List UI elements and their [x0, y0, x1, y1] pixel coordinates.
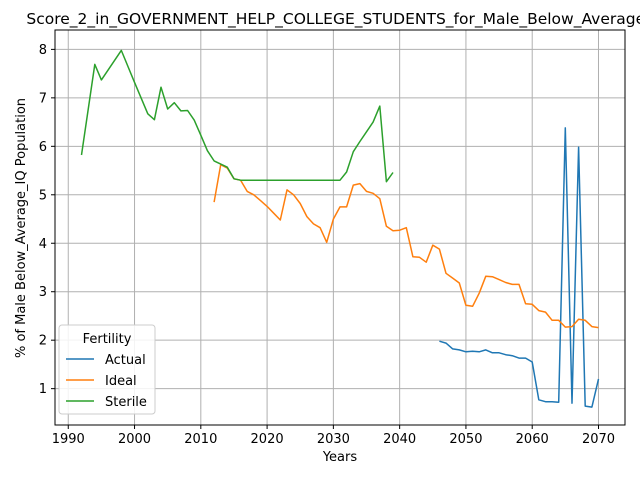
x-tick-label: 2050 — [449, 432, 482, 447]
x-axis: 1990 2000 2010 2020 2030 2040 2050 2060 2070 — [52, 425, 615, 447]
x-tick-label: 2040 — [383, 432, 416, 447]
x-tick-label: 2010 — [184, 432, 217, 447]
x-tick-label: 2000 — [118, 432, 151, 447]
chart-title: Score_2_in_GOVERNMENT_HELP_COLLEGE_STUDE… — [26, 10, 640, 29]
x-axis-label: Years — [322, 450, 358, 465]
series-lines — [80, 49, 600, 408]
y-tick-label: 5 — [39, 188, 47, 203]
legend-label-actual: Actual — [105, 353, 146, 368]
x-tick-label: 2060 — [516, 432, 549, 447]
x-tick-label: 2070 — [582, 432, 615, 447]
series-line-actual — [439, 127, 600, 408]
y-tick-label: 1 — [39, 382, 47, 397]
y-tick-label: 7 — [39, 91, 47, 106]
x-tick-label: 2020 — [251, 432, 284, 447]
x-tick-label: 1990 — [52, 432, 85, 447]
legend-box — [58, 324, 156, 415]
x-tick-label: 2030 — [317, 432, 350, 447]
y-tick-label: 4 — [39, 237, 47, 252]
y-axis: 1 2 3 4 5 6 7 8 — [39, 43, 55, 397]
y-tick-label: 8 — [39, 43, 47, 58]
y-tick-label: 2 — [39, 334, 47, 349]
legend-title: Fertility — [83, 332, 132, 347]
legend-label-ideal: Ideal — [105, 374, 137, 389]
y-axis-label: % of Male Below_Average_IQ Population — [14, 98, 29, 358]
plot-frame — [54, 29, 626, 426]
y-tick-label: 3 — [39, 285, 47, 300]
y-tick-label: 6 — [39, 140, 47, 155]
legend: Fertility Actual Ideal Sterile — [58, 324, 156, 415]
series-line-sterile — [80, 49, 394, 183]
legend-label-sterile: Sterile — [105, 395, 147, 410]
series-line-ideal — [213, 163, 599, 329]
